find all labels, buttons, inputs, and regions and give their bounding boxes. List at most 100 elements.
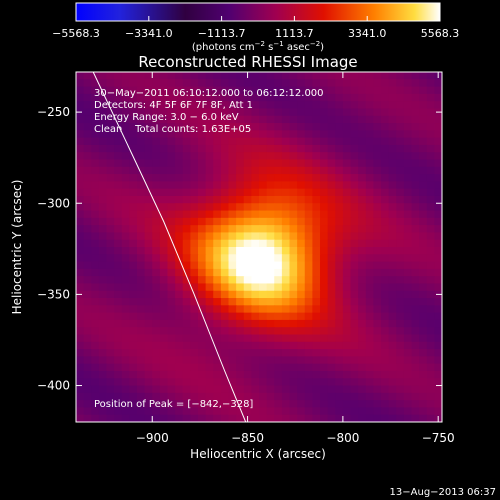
heatmap-cell: [358, 108, 367, 117]
heatmap-cell: [388, 86, 397, 95]
heatmap-cell: [434, 400, 442, 409]
heatmap-cell: [358, 79, 367, 88]
heatmap-cell: [396, 101, 405, 110]
heatmap-cell: [213, 370, 222, 379]
heatmap-cell: [281, 225, 291, 234]
image-plot: −900 −850 −800 −750−250−300−350−400: [37, 71, 455, 445]
heatmap-cell: [426, 137, 435, 146]
heatmap-cell: [411, 174, 420, 182]
heatmap-cell: [274, 93, 283, 102]
heatmap-cell: [259, 392, 268, 401]
heatmap-cell: [304, 115, 313, 124]
heatmap-cell: [144, 261, 153, 270]
heatmap-cell: [121, 298, 130, 306]
heatmap-cell: [137, 93, 146, 102]
heatmap-cell: [228, 203, 237, 212]
heatmap-cell: [167, 225, 176, 234]
heatmap-cell: [403, 93, 413, 102]
heatmap-cell: [373, 407, 382, 416]
heatmap-cell: [434, 312, 442, 321]
heatmap-cell: [98, 392, 108, 401]
heatmap-cell: [175, 363, 184, 372]
heatmap-cell: [243, 247, 252, 255]
heatmap-cell: [228, 334, 237, 343]
heatmap-cell: [388, 327, 397, 336]
heatmap-cell: [182, 341, 191, 350]
heatmap-cell: [312, 327, 321, 336]
heatmap-cell: [106, 400, 115, 409]
heatmap-cell: [83, 144, 92, 153]
heatmap-cell: [350, 305, 359, 314]
heatmap-cell: [137, 115, 146, 124]
heatmap-cell: [83, 370, 92, 379]
heatmap-cell: [350, 261, 359, 270]
heatmap-cell: [129, 144, 138, 153]
heatmap-cell: [114, 334, 123, 343]
heatmap-cell: [365, 101, 374, 110]
heatmap-cell: [259, 261, 268, 270]
heatmap-cell: [121, 283, 130, 292]
heatmap-cell: [358, 305, 367, 314]
heatmap-cell: [419, 283, 428, 292]
heatmap-cell: [167, 123, 176, 131]
heatmap-cell: [312, 392, 321, 401]
heatmap-cell: [297, 93, 306, 102]
heatmap-cell: [419, 152, 428, 161]
heatmap-cell: [266, 283, 275, 292]
heatmap-cell: [381, 72, 390, 80]
heatmap-cell: [327, 210, 336, 219]
heatmap-cell: [373, 166, 382, 175]
heatmap-cell: [320, 290, 329, 299]
heatmap-cell: [365, 93, 374, 102]
heatmap-cell: [106, 115, 115, 124]
heatmap-cell: [335, 210, 344, 219]
heatmap-cell: [220, 115, 230, 124]
heatmap-cell: [396, 86, 405, 95]
heatmap-cell: [205, 79, 214, 88]
heatmap-cell: [411, 144, 420, 153]
heatmap-cell: [137, 268, 146, 277]
heatmap-cell: [304, 290, 313, 299]
heatmap-cell: [251, 305, 260, 314]
heatmap-cell: [129, 349, 138, 357]
heatmap-cell: [83, 254, 92, 263]
heatmap-cell: [297, 239, 306, 248]
heatmap-cell: [403, 400, 413, 409]
heatmap-cell: [403, 181, 413, 190]
heatmap-cell: [304, 152, 313, 161]
heatmap-cell: [243, 400, 252, 409]
heatmap-cell: [114, 166, 123, 175]
heatmap-cell: [114, 188, 123, 197]
heatmap-cell: [114, 152, 123, 161]
heatmap-cell: [320, 232, 329, 241]
heatmap-cell: [327, 254, 336, 263]
heatmap-cell: [434, 79, 442, 88]
heatmap-cell: [342, 166, 352, 175]
heatmap-cell: [175, 115, 184, 124]
heatmap-cell: [228, 181, 237, 190]
heatmap-cell: [403, 79, 413, 88]
heatmap-cell: [381, 108, 390, 117]
heatmap-cell: [167, 349, 176, 357]
heatmap-cell: [266, 181, 275, 190]
heatmap-cell: [152, 356, 161, 365]
heatmap-cell: [213, 174, 222, 182]
heatmap-cell: [213, 247, 222, 255]
heatmap-cell: [121, 130, 130, 139]
heatmap-cell: [327, 298, 336, 306]
heatmap-cell: [411, 290, 420, 299]
heatmap-cell: [190, 225, 199, 234]
heatmap-cell: [228, 72, 237, 80]
heatmap-cell: [91, 254, 100, 263]
heatmap-cell: [289, 334, 298, 343]
heatmap-cell: [281, 144, 291, 153]
heatmap-cell: [251, 108, 260, 117]
heatmap-cell: [274, 217, 283, 226]
heatmap-cell: [266, 144, 275, 153]
heatmap-cell: [434, 378, 442, 387]
heatmap-cell: [289, 414, 298, 422]
heatmap-cell: [83, 385, 92, 394]
heatmap-cell: [381, 115, 390, 124]
heatmap-cell: [236, 356, 245, 365]
heatmap-cell: [144, 152, 153, 161]
